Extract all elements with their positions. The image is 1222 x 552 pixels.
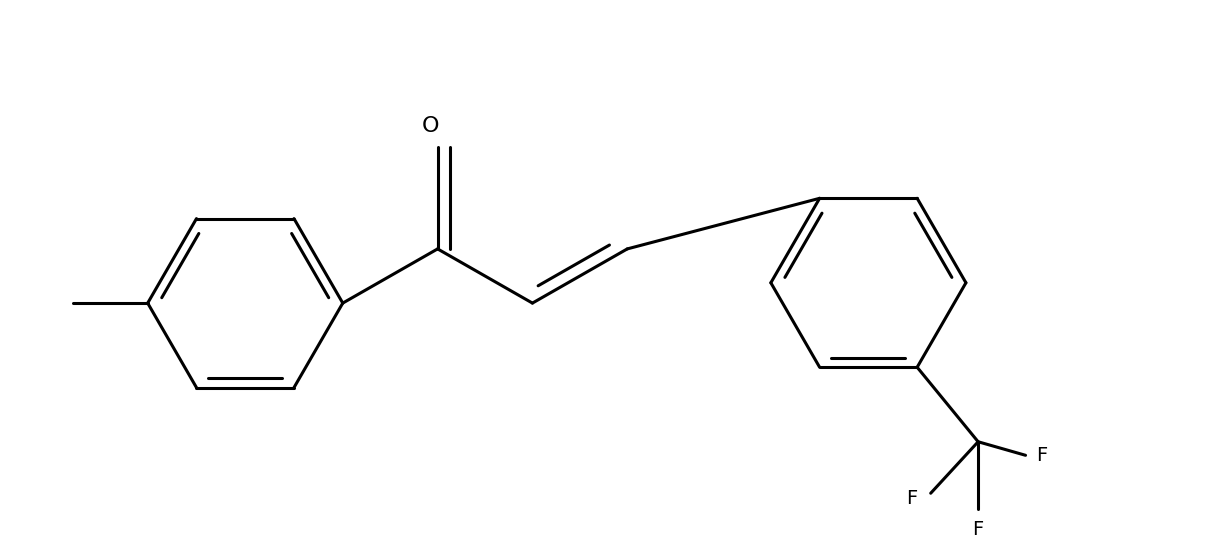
Text: F: F	[973, 521, 984, 539]
Text: F: F	[906, 489, 918, 508]
Text: O: O	[422, 116, 440, 136]
Text: F: F	[1036, 446, 1047, 465]
